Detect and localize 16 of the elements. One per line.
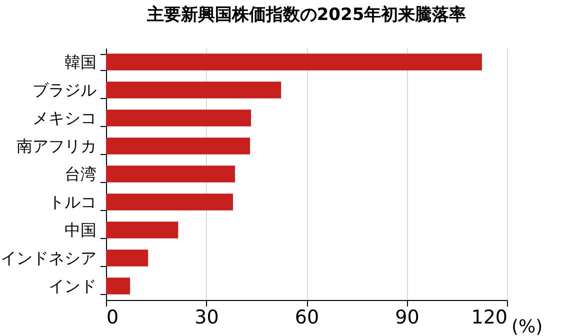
y-tick-label: 台湾 [64, 164, 96, 184]
y-tick-label: トルコ [48, 192, 96, 212]
y-tick-label: ブラジル [32, 80, 96, 100]
y-tick-label: 韓国 [64, 52, 96, 72]
y-tick-label: 中国 [64, 220, 96, 240]
x-tick-label: 60 [294, 306, 320, 328]
x-tick-label: 120 [471, 306, 508, 328]
x-tick-label: 90 [395, 306, 420, 328]
x-tick-label: 30 [194, 306, 219, 328]
x-tick-label: 0 [106, 306, 119, 328]
x-axis-title: (%) [512, 316, 543, 336]
chart-title: 主要新興国株価指数の2025年初来騰落率 [146, 5, 466, 25]
y-tick-label: インドネシア [0, 248, 96, 268]
y-tick-label: 南アフリカ [16, 136, 96, 156]
y-tick-label: インド [48, 276, 96, 296]
y-tick-label: メキシコ [32, 108, 96, 128]
